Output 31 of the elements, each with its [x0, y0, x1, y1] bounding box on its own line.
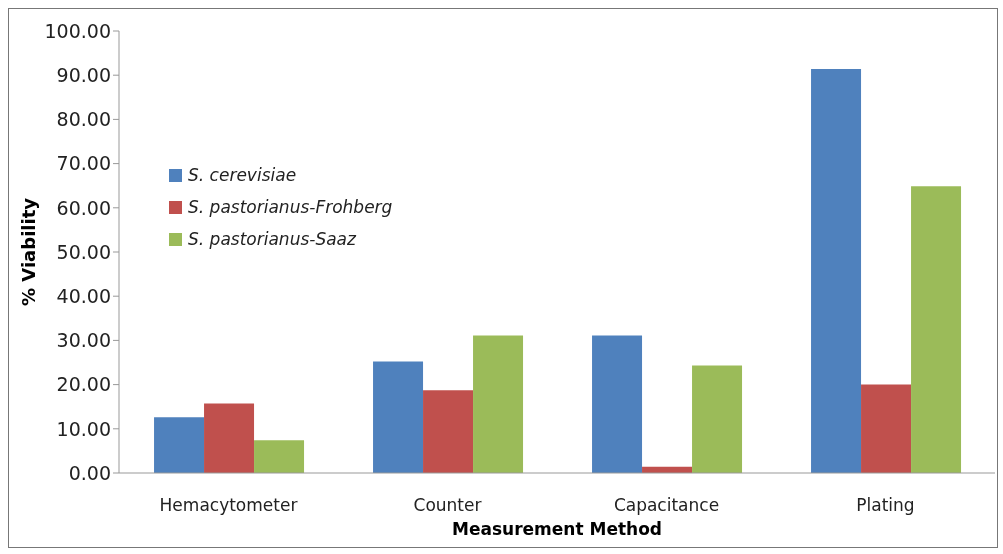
y-tick-label: 10.00	[56, 417, 111, 440]
y-tick-label: 90.00	[56, 63, 111, 86]
bar	[204, 403, 255, 473]
bar	[154, 417, 205, 473]
bar	[423, 390, 474, 473]
bar	[861, 384, 912, 473]
bar	[811, 69, 862, 473]
bar	[254, 440, 305, 473]
y-tick-label: 50.00	[56, 240, 111, 263]
y-tick-label: 60.00	[56, 196, 111, 219]
y-tick-label: 30.00	[56, 329, 111, 352]
y-tick-label: 0.00	[68, 461, 111, 484]
x-tick-label: Hemacytometer	[159, 495, 298, 516]
x-tick-label: Counter	[413, 495, 482, 516]
bar	[592, 335, 643, 473]
y-tick-label: 80.00	[56, 108, 111, 131]
y-axis-title: % Viability	[18, 197, 40, 306]
bar	[692, 365, 743, 473]
y-tick-label: 70.00	[56, 152, 111, 175]
x-axis-title: Measurement Method	[452, 519, 662, 539]
legend-label: S. pastorianus-Saaz	[188, 229, 356, 249]
x-tick-label: Capacitance	[613, 495, 720, 516]
bar	[911, 186, 962, 473]
x-tick-label: Plating	[856, 495, 915, 516]
y-tick-label: 100.00	[44, 19, 111, 42]
legend-label: S. cerevisiae	[188, 165, 297, 185]
legend-label: S. pastorianus-Frohberg	[188, 197, 393, 217]
y-tick-label: 20.00	[56, 373, 111, 396]
bar	[473, 335, 524, 473]
y-tick-label: 40.00	[56, 284, 111, 307]
bar	[373, 361, 424, 473]
